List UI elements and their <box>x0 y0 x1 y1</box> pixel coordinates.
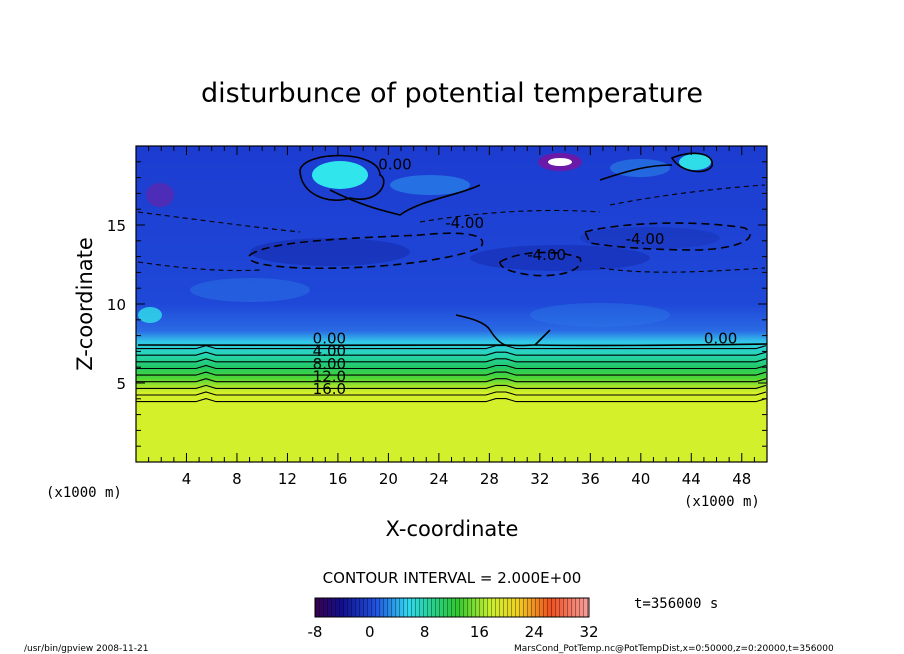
warm-anomaly <box>312 161 368 189</box>
contour-line <box>136 378 767 383</box>
warm-anomaly <box>138 307 162 323</box>
x-unit-left: (x1000 m) <box>46 485 122 501</box>
contour-zero-lower <box>137 343 768 347</box>
contour-label: -4.00 <box>626 230 665 248</box>
x-tick-label: 24 <box>429 470 448 488</box>
colorbar-tick-label: 16 <box>470 623 489 641</box>
x-axis: 4 8 12 16 20 24 28 32 36 40 44 48 (x1000 m) (x1000 … <box>46 470 760 541</box>
contour-label: 8.00 <box>313 355 346 373</box>
time-label: t=356000 s <box>634 596 718 612</box>
colorbar: -8 0 8 16 24 32 <box>308 597 599 641</box>
colorbar-tick-label: -8 <box>308 623 323 641</box>
contour-label: -4.00 <box>527 246 566 264</box>
y-tick-label: 10 <box>107 296 126 314</box>
x-tick-label: 8 <box>232 470 242 488</box>
contour-line <box>136 345 767 350</box>
warm-anomaly <box>390 175 470 195</box>
contour-zero-upper <box>599 164 673 181</box>
x-tick-label: 4 <box>182 470 192 488</box>
y-axis-title: Z-coordinate <box>73 237 97 371</box>
colorbar-tick-label: 32 <box>579 623 598 641</box>
contour-label-group: 0.00-4.00-4.00-4.000.004.008.0012.016.00… <box>313 156 738 398</box>
x-tick-label: 12 <box>278 470 297 488</box>
contour-zero-lower <box>534 329 551 346</box>
warm-anomaly <box>190 278 310 302</box>
contour-line <box>136 351 767 356</box>
contour-lines <box>137 152 768 347</box>
contour-neg4 <box>248 232 484 270</box>
x-tick-label: 16 <box>328 470 347 488</box>
contour-label: -4.00 <box>445 214 484 232</box>
contour-label: 0.00 <box>313 330 346 348</box>
x-tick-label: 28 <box>480 470 499 488</box>
contour-neg4 <box>583 222 751 251</box>
contour-zero-lower <box>455 314 506 346</box>
x-tick-label: 20 <box>379 470 398 488</box>
contour-label: 12.0 <box>313 367 346 385</box>
contour-label: 0.00 <box>378 156 411 174</box>
footer-left: /usr/bin/gpview 2008-11-21 <box>24 644 148 654</box>
contour-neg2 <box>137 261 766 273</box>
contour-line <box>136 358 767 363</box>
contour-line <box>136 364 767 370</box>
contour-line <box>136 391 767 396</box>
contour-zero-upper <box>299 154 385 201</box>
colorbar-tick-label: 24 <box>525 623 544 641</box>
contour-line <box>136 371 767 376</box>
cold-anomaly <box>580 227 720 249</box>
plot-area: 0.00-4.00-4.00-4.000.004.008.0012.016.00… <box>135 145 768 463</box>
contour-neg4 <box>499 251 582 277</box>
y-tick-label: 5 <box>116 375 126 393</box>
y-tick-labels: 5 10 15 <box>107 217 126 393</box>
contour-zero-upper <box>670 152 713 173</box>
colorbar-tick-labels: -8 0 8 16 24 32 <box>308 623 599 641</box>
cold-anomaly <box>250 238 410 266</box>
x-tick-label: 44 <box>682 470 701 488</box>
contour-label: 16.0 <box>313 380 346 398</box>
y-axis: 5 10 15 Z-coordinate <box>73 217 126 393</box>
chart-title: disturbunce of potential temperature <box>201 78 703 109</box>
cold-anomaly <box>470 245 650 271</box>
contour-line <box>136 398 767 403</box>
x-unit-right: (x1000 m) <box>684 494 760 510</box>
cold-anomaly-core <box>548 158 572 166</box>
contour-label: 4.00 <box>313 342 346 360</box>
cold-anomaly <box>146 183 174 207</box>
colorbar-tick-label: 0 <box>365 623 375 641</box>
warm-anomaly <box>679 154 711 170</box>
contour-line <box>136 384 767 389</box>
colorbar-stripes <box>315 598 589 617</box>
contour-zero-upper <box>329 184 481 216</box>
colorbar-tick-label: 8 <box>420 623 430 641</box>
y-tick-label: 15 <box>107 217 126 235</box>
warm-anomaly <box>530 303 670 327</box>
contour-label: 0.00 <box>704 330 737 348</box>
x-tick-label: 32 <box>530 470 549 488</box>
x-tick-label: 48 <box>732 470 751 488</box>
contour-neg2 <box>137 184 766 233</box>
footer-right: MarsCond_PotTemp.nc@PotTempDist,x=0:5000… <box>514 644 834 654</box>
positive-contours <box>136 345 767 403</box>
contour-interval: CONTOUR INTERVAL = 2.000E+00 <box>323 569 582 587</box>
x-tick-label: 36 <box>581 470 600 488</box>
x-tick-labels: 4 8 12 16 20 24 28 32 36 40 44 48 <box>182 470 752 488</box>
x-axis-title: X-coordinate <box>386 517 519 541</box>
tick-marks <box>136 146 767 462</box>
field-anomalies <box>138 153 720 327</box>
x-tick-label: 40 <box>631 470 650 488</box>
field-fill <box>136 146 767 462</box>
